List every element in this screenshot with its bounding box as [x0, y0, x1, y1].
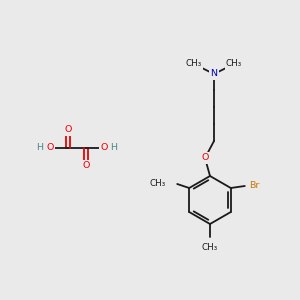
Text: O: O: [64, 125, 72, 134]
Text: CH₃: CH₃: [150, 179, 166, 188]
Text: O: O: [82, 161, 90, 170]
Text: CH₃: CH₃: [226, 59, 242, 68]
Text: H: H: [37, 143, 44, 152]
Text: Br: Br: [250, 182, 260, 190]
Text: CH₃: CH₃: [202, 244, 218, 253]
Text: O: O: [46, 143, 54, 152]
Text: H: H: [110, 143, 118, 152]
Text: CH₃: CH₃: [186, 59, 202, 68]
Text: O: O: [100, 143, 108, 152]
Text: N: N: [211, 70, 218, 79]
Text: O: O: [201, 154, 209, 163]
